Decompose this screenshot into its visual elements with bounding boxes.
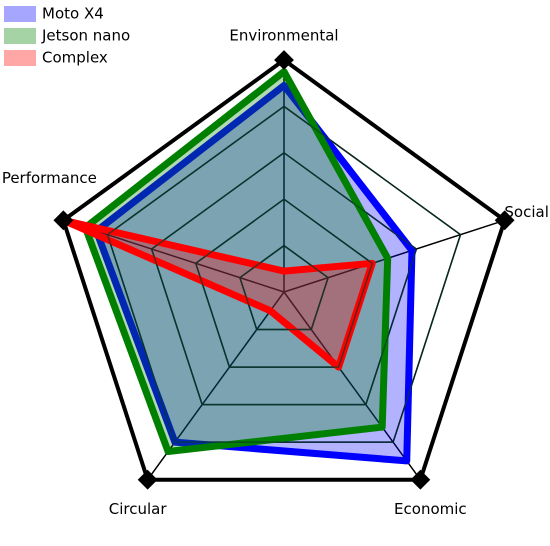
axis-label: Economic — [394, 500, 467, 518]
series-area — [59, 216, 376, 371]
axis-marker — [274, 50, 294, 70]
spoke — [283, 219, 505, 293]
legend-swatch — [4, 28, 36, 44]
grid-ring-overlay — [150, 151, 418, 406]
axis-label: Social — [504, 203, 548, 221]
spoke — [283, 291, 421, 481]
axis-label: Performance — [2, 169, 97, 187]
axis-marker — [494, 210, 515, 231]
legend-swatch — [4, 6, 36, 22]
legend-swatch — [4, 50, 36, 66]
legend-label: Complex — [42, 49, 108, 67]
grid-ring-overlay — [106, 105, 462, 443]
axis-marker — [137, 469, 158, 490]
grid-ring-overlay — [238, 244, 330, 331]
legend-label: Jetson nano — [41, 27, 130, 45]
legend-label: Moto X4 — [42, 5, 104, 23]
axis-marker — [410, 469, 431, 490]
axis-label: Environmental — [229, 27, 338, 45]
grid-ring — [61, 57, 507, 482]
axis-label: Circular — [109, 500, 168, 518]
grid-ring-overlay — [194, 198, 374, 368]
